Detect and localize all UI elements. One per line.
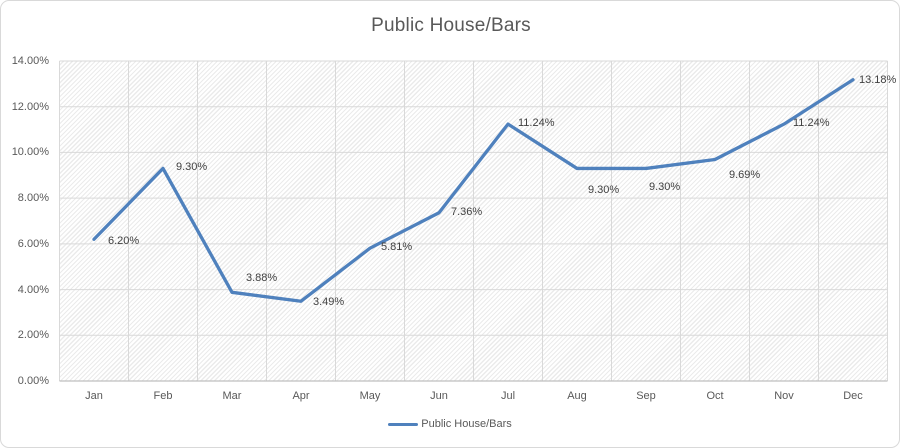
y-tick-label: 2.00% [17, 329, 49, 342]
legend[interactable]: Public House/Bars [1, 418, 899, 430]
y-tick-label: 14.00% [11, 55, 49, 67]
legend-label: Public House/Bars [421, 418, 512, 430]
vertical-gridlines [59, 61, 888, 381]
data-label: 3.88% [246, 272, 278, 285]
data-label: 9.30% [649, 181, 681, 194]
y-tick-label: 10.00% [11, 146, 49, 159]
data-label: 6.20% [108, 235, 140, 248]
data-label: 11.24% [518, 117, 555, 130]
y-tick-label: 0.00% [17, 375, 49, 387]
data-label: 9.30% [588, 184, 620, 197]
chart-title: Public House/Bars [371, 15, 531, 36]
legend-line-marker [388, 422, 419, 426]
y-tick-label: 6.00% [17, 237, 49, 250]
x-tick-label: Mar [222, 390, 242, 402]
x-tick-label: Oct [706, 390, 724, 402]
x-tick-label: Dec [843, 390, 863, 402]
x-tick-label: Jun [430, 390, 448, 402]
y-tick-label: 4.00% [17, 283, 49, 296]
data-label: 9.69% [729, 168, 761, 181]
data-label: 13.18% [859, 73, 897, 86]
data-label: 7.36% [451, 205, 483, 218]
x-tick-label: Aug [567, 390, 587, 402]
series-line [92, 78, 855, 303]
data-label: 5.81% [381, 241, 413, 254]
x-tick-label: May [359, 390, 381, 402]
y-tick-label: 12.00% [11, 100, 49, 113]
x-tick-label: Feb [153, 390, 173, 402]
data-label: 9.30% [176, 161, 208, 174]
y-tick-label: 8.00% [17, 192, 49, 205]
data-label: 3.49% [313, 296, 345, 309]
line-series-public-house-bars [92, 78, 855, 303]
x-tick-label: Jan [85, 390, 103, 402]
x-tick-label: Nov [774, 390, 794, 402]
x-tick-label: Apr [292, 390, 310, 402]
x-tick-label: Sep [636, 390, 656, 402]
x-tick-label: Jul [500, 390, 516, 402]
data-label: 11.24% [793, 117, 830, 130]
